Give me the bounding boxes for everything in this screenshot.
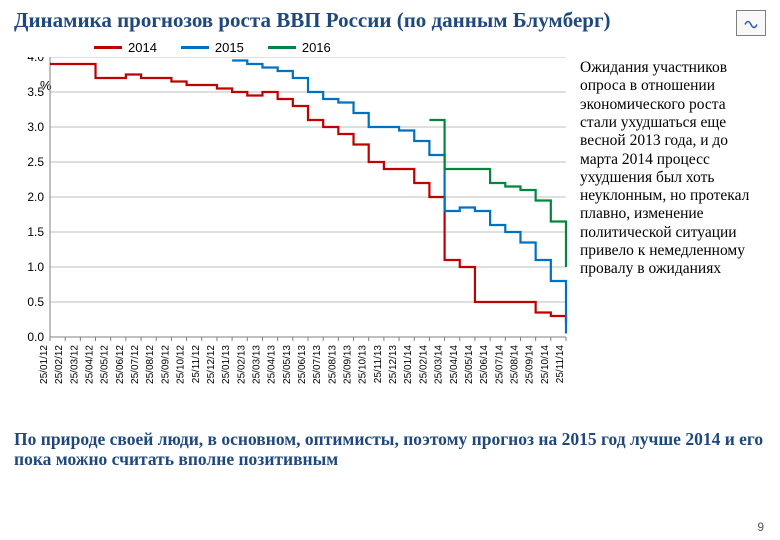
svg-text:25/05/13: 25/05/13	[282, 345, 293, 384]
svg-text:25/04/13: 25/04/13	[267, 345, 278, 384]
svg-text:25/10/13: 25/10/13	[358, 345, 369, 384]
svg-text:1.0: 1.0	[27, 260, 44, 274]
svg-text:25/01/12: 25/01/12	[39, 345, 50, 384]
svg-text:25/07/13: 25/07/13	[312, 345, 323, 384]
svg-text:25/08/14: 25/08/14	[509, 345, 520, 384]
legend-item: 2014	[94, 40, 157, 55]
svg-text:25/08/13: 25/08/13	[327, 345, 338, 384]
svg-text:25/01/14: 25/01/14	[403, 345, 414, 384]
footer-text: По природе своей люди, в основном, оптим…	[14, 429, 766, 469]
svg-text:1.5: 1.5	[27, 225, 44, 239]
side-annotation: Ожидания участников опроса в отношении э…	[580, 57, 760, 429]
svg-text:25/03/13: 25/03/13	[251, 345, 262, 384]
legend-swatch	[268, 46, 296, 49]
svg-text:25/03/12: 25/03/12	[69, 345, 80, 384]
legend-label: 2015	[215, 40, 244, 55]
svg-text:25/09/14: 25/09/14	[525, 345, 536, 384]
svg-text:2.5: 2.5	[27, 155, 44, 169]
svg-text:25/04/12: 25/04/12	[85, 345, 96, 384]
page-title: Динамика прогнозов роста ВВП России (по …	[14, 8, 766, 32]
legend-label: 2014	[128, 40, 157, 55]
svg-text:25/04/14: 25/04/14	[449, 345, 460, 384]
svg-text:25/02/13: 25/02/13	[236, 345, 247, 384]
svg-text:0.0: 0.0	[27, 330, 44, 344]
legend-item: 2015	[181, 40, 244, 55]
svg-text:25/02/12: 25/02/12	[54, 345, 65, 384]
svg-text:25/10/12: 25/10/12	[176, 345, 187, 384]
svg-text:3.0: 3.0	[27, 120, 44, 134]
svg-text:25/10/14: 25/10/14	[540, 345, 551, 384]
svg-text:25/05/14: 25/05/14	[464, 345, 475, 384]
svg-text:25/03/14: 25/03/14	[434, 345, 445, 384]
svg-text:25/06/13: 25/06/13	[297, 345, 308, 384]
svg-text:25/08/12: 25/08/12	[145, 345, 156, 384]
legend: 2014 2015 2016	[94, 40, 766, 55]
svg-text:25/09/12: 25/09/12	[160, 345, 171, 384]
svg-text:25/11/14: 25/11/14	[555, 345, 566, 384]
svg-text:0.5: 0.5	[27, 295, 44, 309]
svg-text:25/11/12: 25/11/12	[191, 345, 202, 384]
logo-icon	[736, 10, 766, 36]
legend-swatch	[94, 46, 122, 49]
svg-text:25/11/13: 25/11/13	[373, 345, 384, 384]
svg-text:25/07/14: 25/07/14	[494, 345, 505, 384]
legend-item: 2016	[268, 40, 331, 55]
svg-text:4.0: 4.0	[27, 57, 44, 64]
page-number: 9	[757, 520, 764, 534]
legend-swatch	[181, 46, 209, 49]
svg-text:25/12/13: 25/12/13	[388, 345, 399, 384]
svg-text:25/07/12: 25/07/12	[130, 345, 141, 384]
svg-text:25/06/14: 25/06/14	[479, 345, 490, 384]
svg-text:25/05/12: 25/05/12	[100, 345, 111, 384]
svg-text:2.0: 2.0	[27, 190, 44, 204]
svg-text:25/06/12: 25/06/12	[115, 345, 126, 384]
svg-text:25/01/13: 25/01/13	[221, 345, 232, 384]
svg-text:25/12/12: 25/12/12	[206, 345, 217, 384]
legend-label: 2016	[302, 40, 331, 55]
chart-area: 0.0 0.5 1.0 1.5 2.0 2.5 3.0 3.5 4.0 25/01/12 25/02…	[14, 57, 574, 429]
svg-text:25/09/13: 25/09/13	[343, 345, 354, 384]
svg-text:3.5: 3.5	[27, 85, 44, 99]
svg-text:25/02/14: 25/02/14	[418, 345, 429, 384]
